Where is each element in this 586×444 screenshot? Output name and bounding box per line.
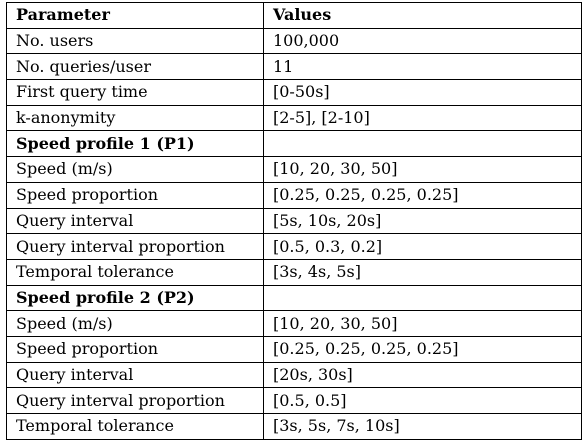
table-row: Speed (m/s) [10, 20, 30, 50] (6, 156, 582, 183)
table-body: No. users 100,000 No. queries/user 11 First … (6, 27, 582, 440)
table-row: Temporal tolerance [3s, 4s, 5s] (6, 258, 582, 286)
value-cell (263, 130, 582, 158)
table-row: Speed (m/s) [10, 20, 30, 50] (6, 310, 582, 337)
section-title: Speed profile 2 (P2) (6, 284, 264, 312)
header-row: Parameter Values (6, 2, 582, 29)
parameter-cell: Temporal tolerance (6, 258, 264, 286)
value-cell: [2-5], [2-10] (263, 104, 582, 132)
section-title: Speed profile 1 (P1) (6, 130, 264, 158)
value-cell: 100,000 (263, 27, 582, 55)
parameter-cell: No. users (6, 27, 264, 55)
parameter-cell: Speed (m/s) (6, 310, 264, 337)
value-cell: [10, 20, 30, 50] (263, 156, 582, 183)
parameter-cell: Speed proportion (6, 335, 264, 363)
value-cell: [5s, 10s, 20s] (263, 207, 582, 235)
value-cell: [10, 20, 30, 50] (263, 310, 582, 337)
parameter-cell: Query interval proportion (6, 387, 264, 414)
table-row: Query interval [20s, 30s] (6, 361, 582, 389)
table-row: No. users 100,000 (6, 27, 582, 55)
value-cell: [0.5, 0.3, 0.2] (263, 233, 582, 260)
parameter-cell: Temporal tolerance (6, 413, 264, 440)
parameter-cell: Speed (m/s) (6, 156, 264, 183)
value-cell: [0.25, 0.25, 0.25, 0.25] (263, 181, 582, 209)
section-header-row: Speed profile 2 (P2) (6, 284, 582, 312)
column-header-values: Values (263, 2, 582, 29)
parameter-cell: Query interval proportion (6, 233, 264, 260)
parameter-cell: Query interval (6, 361, 264, 389)
value-cell: [0-50s] (263, 79, 582, 106)
column-header-parameter: Parameter (6, 2, 264, 29)
value-cell: [0.25, 0.25, 0.25, 0.25] (263, 335, 582, 363)
parameter-cell: k-anonymity (6, 104, 264, 132)
table-row: k-anonymity [2-5], [2-10] (6, 104, 582, 132)
value-cell: [20s, 30s] (263, 361, 582, 389)
table-row: Query interval proportion [0.5, 0.5] (6, 387, 582, 414)
parameter-cell: No. queries/user (6, 53, 264, 81)
table-row: Speed proportion [0.25, 0.25, 0.25, 0.25] (6, 335, 582, 363)
section-header-row: Speed profile 1 (P1) (6, 130, 582, 158)
table-row: Temporal tolerance [3s, 5s, 7s, 10s] (6, 413, 582, 440)
table-row: Query interval [5s, 10s, 20s] (6, 207, 582, 235)
value-cell (263, 284, 582, 312)
table-row: First query time [0-50s] (6, 79, 582, 106)
table-row: No. queries/user 11 (6, 53, 582, 81)
parameter-cell: Speed proportion (6, 181, 264, 209)
parameter-cell: Query interval (6, 207, 264, 235)
table-row: Query interval proportion [0.5, 0.3, 0.2] (6, 233, 582, 260)
value-cell: [3s, 4s, 5s] (263, 258, 582, 286)
value-cell: [0.5, 0.5] (263, 387, 582, 414)
value-cell: 11 (263, 53, 582, 81)
parameters-table: Parameter Values No. users 100,000 No. que… (6, 2, 582, 440)
table-row: Speed proportion [0.25, 0.25, 0.25, 0.25] (6, 181, 582, 209)
value-cell: [3s, 5s, 7s, 10s] (263, 413, 582, 440)
parameter-cell: First query time (6, 79, 264, 106)
